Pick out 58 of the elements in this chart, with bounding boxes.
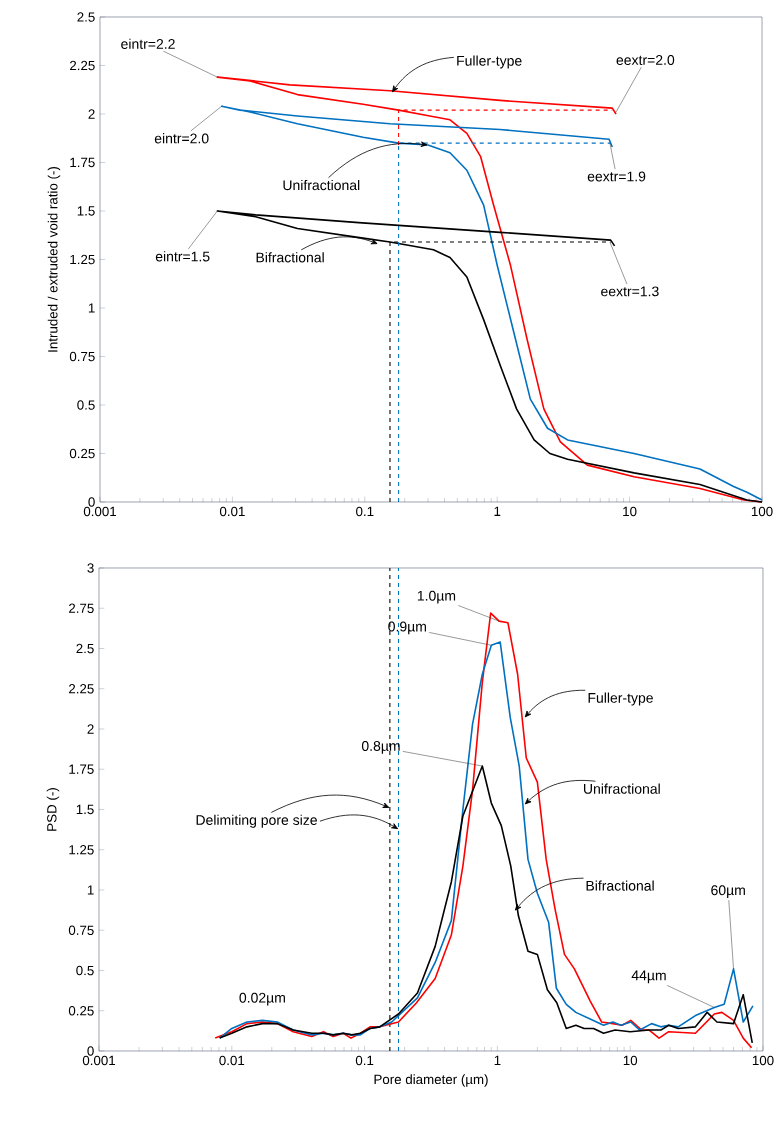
x-tick-label: 0.01 [219, 506, 245, 517]
y-tick-label: 2 [87, 724, 94, 734]
y-tick-label: 1 [87, 885, 94, 895]
annotation: Unifractional [584, 783, 660, 794]
y-tick-label: 0 [88, 497, 95, 507]
annotation: eextr=1.3 [601, 286, 659, 297]
annotation: Delimiting pore size [196, 814, 317, 828]
x-tick-label: 10 [623, 1055, 638, 1066]
y-tick-label: 2.25 [70, 60, 95, 71]
x-tick-label: 0.001 [83, 506, 117, 517]
annotation: eextr=1.9 [587, 171, 646, 182]
y-tick-label: 2.25 [69, 684, 94, 694]
y-tick-label: 0.25 [68, 1006, 94, 1016]
y-tick-label: 0.5 [76, 965, 94, 976]
annotation: 0.02µm [239, 992, 285, 1006]
y-tick-label: 2.5 [76, 643, 94, 654]
x-tick-label: 1 [494, 1055, 501, 1065]
x-axis-title: Pore diameter (µm) [374, 1074, 488, 1087]
annotation: 60µm [711, 885, 745, 898]
annotation: Unifractional [283, 179, 360, 191]
y-tick-label: 3 [87, 563, 94, 573]
y-tick-label: 0.75 [69, 351, 95, 362]
y-tick-label: 1.75 [70, 157, 95, 168]
annotation: 44µm [631, 970, 666, 984]
y-tick-label: 0.75 [68, 925, 94, 935]
annotation: eintr=1.5 [155, 251, 210, 262]
annotation: Bifractional [256, 252, 324, 263]
annotation: eintr=2.2 [121, 38, 175, 49]
y-axis-title: Intruded / extruded void ratio (-) [47, 166, 61, 352]
x-tick-label: 100 [752, 1055, 774, 1066]
y-tick-label: 1.25 [70, 254, 95, 265]
x-tick-label: 1 [494, 506, 501, 516]
x-tick-label: 0.01 [219, 1055, 245, 1066]
x-tick-label: 0.1 [356, 506, 374, 517]
y-tick-label: 0.5 [77, 400, 95, 410]
y-tick-label: 1.5 [76, 804, 94, 815]
y-axis-title: PSD (-) [46, 788, 60, 831]
x-tick-label: 0.1 [355, 1055, 374, 1066]
annotation: eextr=2.0 [616, 55, 675, 66]
annotation: 0.8µm [361, 741, 400, 754]
x-tick-label: 0.001 [82, 1055, 116, 1066]
y-tick-label: 1 [88, 303, 95, 313]
y-tick-label: 1.75 [69, 764, 94, 774]
y-tick-label: 0.25 [69, 448, 95, 459]
y-tick-label: 2.75 [69, 603, 94, 613]
annotation: eintr=2.0 [154, 133, 209, 144]
y-tick-label: 2.5 [77, 12, 95, 22]
y-tick-label: 1.25 [69, 845, 94, 855]
annotation: 1.0µm [417, 590, 456, 604]
annotation: 0.9µm [388, 621, 426, 635]
annotation: Bifractional [586, 880, 654, 891]
x-tick-label: 10 [623, 506, 637, 517]
annotation: Fuller-type [588, 692, 653, 706]
y-tick-label: 1.5 [77, 206, 95, 216]
y-tick-label: 2 [88, 109, 95, 119]
annotation: Fuller-type [457, 55, 522, 69]
x-tick-label: 100 [751, 506, 773, 517]
y-tick-label: 0 [87, 1046, 94, 1056]
